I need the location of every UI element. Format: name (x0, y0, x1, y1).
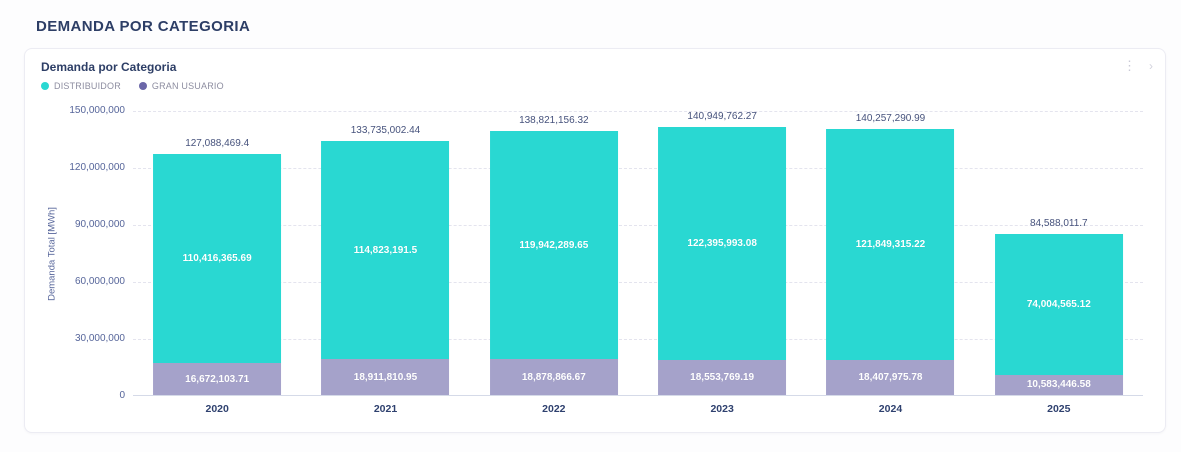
x-tick-label: 2020 (205, 403, 229, 415)
bar-segment-distribuidor[interactable]: 74,004,565.12 (994, 234, 1123, 375)
bar-total-label: 138,821,156.32 (519, 115, 589, 127)
x-axis-labels: 2020 2021 2022 2023 2024 2025 (133, 403, 1143, 415)
chart-legend: DISTRIBUIDOR GRAN USUARIO (41, 81, 1149, 91)
chart-area: Demanda Total [MWh] 150,000,000 120,000,0… (41, 105, 1149, 415)
segment-value-label: 16,672,103.71 (185, 373, 250, 385)
segment-value-label: 74,004,565.12 (1026, 299, 1091, 311)
legend-dot-icon (138, 82, 147, 90)
segment-value-label: 110,416,365.69 (182, 252, 252, 264)
segment-value-label: 10,583,446.58 (1026, 379, 1091, 391)
x-tick-label: 2022 (542, 403, 566, 415)
y-tick-label: 120,000,000 (69, 162, 125, 173)
bar-segment-distribuidor[interactable]: 110,416,365.69 (153, 153, 282, 364)
stacked-bar[interactable]: 114,823,191.5 18,911,810.95 (321, 140, 450, 395)
bar-segment-gran-usuario[interactable]: 10,583,446.58 (994, 374, 1123, 395)
stacked-bar[interactable]: 110,416,365.69 16,672,103.71 (153, 153, 282, 395)
bar-segment-gran-usuario[interactable]: 18,911,810.95 (321, 359, 450, 395)
segment-value-label: 18,553,769.19 (690, 371, 755, 383)
chart-title: Demanda por Categoria (41, 60, 177, 74)
stacked-bar[interactable]: 74,004,565.12 10,583,446.58 (994, 234, 1123, 395)
legend-item[interactable]: DISTRIBUIDOR (41, 81, 121, 91)
y-tick-label: 0 (119, 390, 125, 401)
gridline (133, 225, 1143, 226)
bar-column: 133,735,002.44 114,823,191.5 18,911,810.95 (301, 111, 469, 395)
segment-value-label: 114,823,191.5 (353, 244, 418, 256)
segment-value-label: 122,395,993.08 (687, 237, 757, 249)
bar-segment-gran-usuario[interactable]: 18,553,769.19 (658, 359, 787, 395)
x-tick-label: 2025 (1047, 403, 1071, 415)
x-tick-label: 2023 (710, 403, 734, 415)
gridline (133, 111, 1143, 112)
bar-column: 140,257,290.99 121,849,315.22 18,407,975.7… (806, 111, 974, 395)
y-axis: Demanda Total [MWh] (41, 111, 61, 396)
bar-columns: 127,088,469.4 110,416,365.69 16,672,103.71… (133, 111, 1143, 395)
bar-segment-gran-usuario[interactable]: 18,407,975.78 (826, 360, 955, 395)
legend-label: GRAN USUARIO (151, 81, 224, 91)
legend-dot-icon (41, 82, 49, 90)
bar-segment-gran-usuario[interactable]: 16,672,103.71 (153, 363, 282, 395)
y-tick-label: 150,000,000 (69, 105, 125, 116)
gridline (133, 168, 1143, 169)
gridline (133, 339, 1143, 340)
bar-total-label: 140,949,762.27 (687, 111, 757, 123)
bar-segment-gran-usuario[interactable]: 18,878,866.67 (489, 359, 618, 395)
gridline (133, 282, 1143, 283)
page-title: DEMANDA POR CATEGORIA (36, 18, 251, 35)
y-tick-label: 90,000,000 (74, 219, 125, 230)
segment-value-label: 18,407,975.78 (858, 372, 923, 384)
bar-column: 140,949,762.27 122,395,993.08 18,553,769.1… (638, 111, 806, 395)
chevron-right-icon[interactable]: › (1149, 58, 1153, 73)
bar-segment-distribuidor[interactable]: 122,395,993.08 (658, 127, 787, 360)
x-tick-label: 2024 (878, 403, 903, 415)
segment-value-label: 121,849,315.22 (855, 238, 926, 250)
bar-column: 138,821,156.32 119,942,289.65 18,878,866.6… (470, 111, 638, 395)
stacked-bar[interactable]: 119,942,289.65 18,878,866.67 (489, 131, 618, 395)
legend-label: DISTRIBUIDOR (54, 81, 121, 91)
bar-total-label: 84,588,011.7 (1029, 218, 1088, 230)
bar-segment-distribuidor[interactable]: 119,942,289.65 (489, 131, 618, 360)
bar-column: 127,088,469.4 110,416,365.69 16,672,103.71 (133, 111, 301, 395)
bar-segment-distribuidor[interactable]: 114,823,191.5 (321, 140, 450, 360)
y-tick-label: 60,000,000 (74, 276, 125, 287)
y-tick-label: 30,000,000 (74, 333, 125, 344)
x-tick-label: 2021 (373, 403, 398, 415)
stacked-bar[interactable]: 121,849,315.22 18,407,975.78 (826, 128, 955, 395)
chart-card: Demanda por Categoria ⋮ › DISTRIBUIDOR GR… (24, 48, 1166, 433)
legend-item[interactable]: GRAN USUARIO (138, 81, 224, 91)
segment-value-label: 18,911,810.95 (353, 371, 418, 383)
segment-value-label: 18,878,866.67 (521, 371, 586, 383)
y-axis-ticks: 150,000,000 120,000,000 90,000,000 60,000,0… (61, 105, 133, 401)
segment-value-label: 119,942,289.65 (519, 239, 589, 251)
bar-column: 84,588,011.7 74,004,565.12 10,583,446.58 (975, 111, 1143, 395)
bar-segment-distribuidor[interactable]: 121,849,315.22 (826, 128, 955, 361)
bar-total-label: 127,088,469.4 (185, 137, 250, 149)
stacked-bar[interactable]: 122,395,993.08 18,553,769.19 (658, 127, 787, 395)
kebab-menu-icon[interactable]: ⋮ (1123, 58, 1136, 73)
bar-total-label: 140,257,290.99 (855, 112, 926, 124)
bar-total-label: 133,735,002.44 (350, 124, 421, 136)
y-axis-title: Demanda Total [MWh] (46, 206, 58, 301)
plot-area: 127,088,469.4 110,416,365.69 16,672,103.71… (133, 111, 1143, 396)
